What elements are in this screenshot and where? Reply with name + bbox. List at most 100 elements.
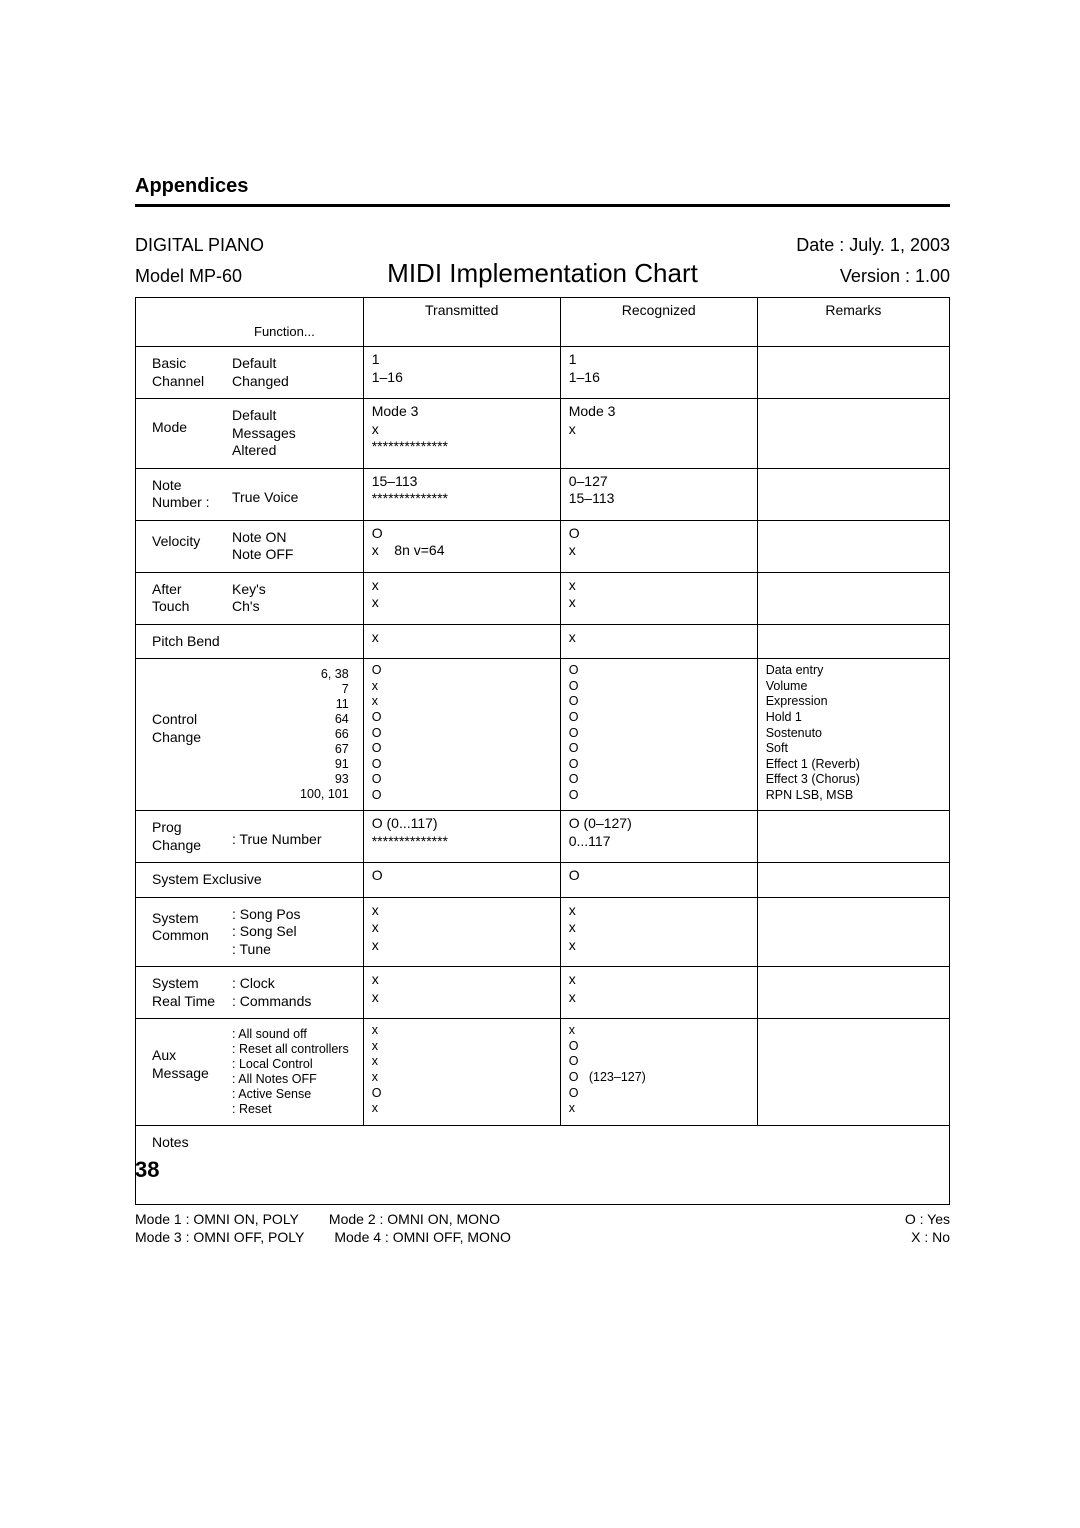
- cell: : True Number: [232, 815, 355, 858]
- cell: [757, 1019, 949, 1126]
- hdr-remarks: Remarks: [757, 298, 949, 347]
- cell: : Song Pos : Song Sel : Tune: [232, 902, 355, 963]
- cell: [757, 572, 949, 624]
- cell: Mode 3 x **************: [363, 399, 560, 469]
- cell: Note Number :: [144, 473, 232, 516]
- cell: Aux Message: [144, 1023, 232, 1121]
- cell: Pitch Bend: [144, 629, 220, 655]
- mode4: Mode 4 : OMNI OFF, MONO: [334, 1229, 511, 1245]
- cell: After Touch: [144, 577, 232, 620]
- cell: x: [560, 624, 757, 659]
- row-velocity: Velocity Note ON Note OFF O x 8n v=64 O …: [136, 520, 950, 572]
- hdr-function: Function...: [136, 298, 364, 347]
- model: Model MP-60: [135, 266, 295, 287]
- cell: x x: [560, 967, 757, 1019]
- midi-chart-table: Function... Transmitted Recognized Remar…: [135, 297, 950, 1205]
- cell: [757, 520, 949, 572]
- cell: Key's Ch's: [232, 577, 355, 620]
- cell: [757, 811, 949, 863]
- cell: Prog Change: [144, 815, 232, 858]
- row-notes: Notes: [136, 1126, 950, 1205]
- hdr-function-label: Function...: [144, 306, 355, 342]
- page: Appendices DIGITAL PIANO Date : July. 1,…: [0, 0, 1080, 1528]
- cell: [757, 468, 949, 520]
- cell: True Voice: [232, 473, 355, 516]
- cell: [220, 629, 355, 655]
- row-mode: Mode Default Messages Altered Mode 3 x *…: [136, 399, 950, 469]
- cell: O (0...117) **************: [363, 811, 560, 863]
- legend-x: X : No: [911, 1229, 950, 1245]
- cell: Velocity: [144, 525, 232, 568]
- row-system-realtime: System Real Time : Clock : Commands x x …: [136, 967, 950, 1019]
- cell: [363, 1126, 560, 1205]
- cell: : All sound off : Reset all controllers …: [232, 1023, 355, 1121]
- cell: Mode 3 x: [560, 399, 757, 469]
- row-pitch-bend: Pitch Bend x x: [136, 624, 950, 659]
- cell: [757, 863, 949, 898]
- cell: [757, 897, 949, 967]
- row-after-touch: After Touch Key's Ch's x x x x: [136, 572, 950, 624]
- row-note-number: Note Number : True Voice 15–113 ********…: [136, 468, 950, 520]
- cell: [560, 1126, 757, 1205]
- cell: 1 1–16: [560, 347, 757, 399]
- cell: Note ON Note OFF: [232, 525, 355, 568]
- row-aux-message: Aux Message : All sound off : Reset all …: [136, 1019, 950, 1126]
- cell: System Real Time: [144, 971, 232, 1014]
- footer-row-1: Mode 1 : OMNI ON, POLY Mode 2 : OMNI ON,…: [135, 1211, 950, 1227]
- date: Date : July. 1, 2003: [796, 235, 950, 256]
- mode1: Mode 1 : OMNI ON, POLY: [135, 1211, 299, 1227]
- header-row: Function... Transmitted Recognized Remar…: [136, 298, 950, 347]
- cell: Basic Channel: [144, 351, 232, 394]
- cell: x x: [363, 572, 560, 624]
- cell: Default Messages Altered: [232, 403, 355, 464]
- cell: System Exclusive: [144, 867, 262, 893]
- cell: [757, 399, 949, 469]
- divider: [135, 204, 950, 207]
- cell: O O O O O O O O O: [560, 659, 757, 811]
- cell: O x x O O O O O O: [363, 659, 560, 811]
- cell: x O O O (123–127) O x: [560, 1019, 757, 1126]
- chart-title: MIDI Implementation Chart: [295, 258, 790, 289]
- cell: O (0–127) 0...117: [560, 811, 757, 863]
- cell: Data entry Volume Expression Hold 1 Sost…: [757, 659, 949, 811]
- cell: System Common: [144, 902, 232, 963]
- cell: O x: [560, 520, 757, 572]
- hdr-recognized: Recognized: [560, 298, 757, 347]
- row-basic-channel: Basic Channel Default Changed 1 1–16 1 1…: [136, 347, 950, 399]
- cell: x x: [560, 572, 757, 624]
- row-control-change: Control Change 6, 38 7 11 64 66 67 91 93…: [136, 659, 950, 811]
- mode2: Mode 2 : OMNI ON, MONO: [329, 1211, 500, 1227]
- cell: O: [363, 863, 560, 898]
- cell: O: [560, 863, 757, 898]
- page-number: 38: [135, 1157, 159, 1183]
- header-row-1: DIGITAL PIANO Date : July. 1, 2003: [135, 235, 950, 256]
- cell: x x: [363, 967, 560, 1019]
- version: Version : 1.00: [790, 266, 950, 287]
- footer-row-2: Mode 3 : OMNI OFF, POLY Mode 4 : OMNI OF…: [135, 1229, 950, 1245]
- section-title: Appendices: [135, 175, 950, 198]
- header-row-2: Model MP-60 MIDI Implementation Chart Ve…: [135, 258, 950, 289]
- cell: 1 1–16: [363, 347, 560, 399]
- cell: Default Changed: [232, 351, 355, 394]
- cell: x x x: [363, 897, 560, 967]
- cell: x x x: [560, 897, 757, 967]
- mode3: Mode 3 : OMNI OFF, POLY: [135, 1229, 304, 1245]
- cell: [757, 347, 949, 399]
- cell: [757, 624, 949, 659]
- cell: [757, 1126, 949, 1205]
- cell: x x x x O x: [363, 1019, 560, 1126]
- row-prog-change: Prog Change : True Number O (0...117) **…: [136, 811, 950, 863]
- cell: [262, 867, 355, 893]
- cell: [757, 967, 949, 1019]
- cell: x: [363, 624, 560, 659]
- cell: 6, 38 7 11 64 66 67 91 93 100, 101: [232, 663, 355, 806]
- cell: O x 8n v=64: [363, 520, 560, 572]
- product-name: DIGITAL PIANO: [135, 235, 264, 256]
- cell: Mode: [144, 403, 232, 464]
- cell: Control Change: [144, 663, 232, 806]
- row-system-common: System Common : Song Pos : Song Sel : Tu…: [136, 897, 950, 967]
- cell: 15–113 **************: [363, 468, 560, 520]
- legend-o: O : Yes: [905, 1211, 950, 1227]
- hdr-transmitted: Transmitted: [363, 298, 560, 347]
- cell: : Clock : Commands: [232, 971, 355, 1014]
